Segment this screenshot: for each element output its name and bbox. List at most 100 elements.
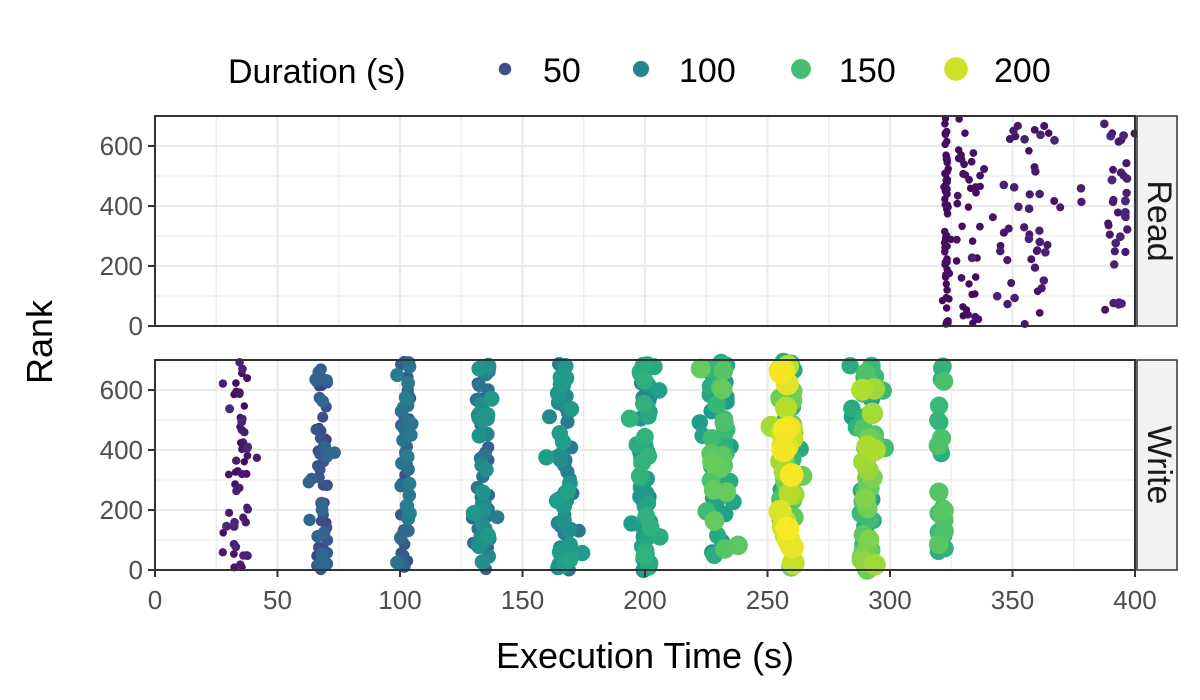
data-point [858, 529, 880, 550]
facet-strip [1136, 359, 1178, 571]
data-point [402, 476, 417, 491]
data-point [1076, 184, 1086, 193]
data-point [941, 248, 949, 256]
data-point [1122, 159, 1131, 168]
data-point [953, 191, 962, 200]
data-point [1004, 224, 1013, 233]
legend-label: 200 [994, 52, 1051, 90]
data-point [639, 494, 657, 512]
data-point [1024, 204, 1034, 213]
y-tick-label: 200 [100, 495, 143, 525]
data-point [235, 388, 244, 397]
data-point [548, 492, 566, 509]
data-point [313, 556, 327, 570]
data-point [219, 529, 227, 537]
data-point [475, 484, 491, 501]
points-read [938, 114, 1139, 328]
data-point [471, 538, 487, 555]
panel-read: Read 0 200 400 600 [100, 114, 1178, 341]
data-point [941, 120, 949, 128]
data-point [1105, 230, 1114, 239]
data-point [864, 439, 886, 461]
data-point [1009, 126, 1018, 135]
data-point [1106, 131, 1116, 141]
data-point [237, 470, 247, 479]
data-point [303, 513, 316, 527]
facet-label: Write [1140, 426, 1178, 505]
legend-key [791, 59, 811, 79]
data-point [635, 371, 654, 390]
x-tick-label: 350 [991, 585, 1034, 615]
panel-write: Write 0 200 400 600 [100, 352, 1178, 585]
data-point [780, 535, 804, 559]
data-point [243, 505, 253, 514]
data-point [620, 409, 639, 428]
data-point [561, 551, 579, 569]
data-point [1120, 196, 1130, 206]
data-point [401, 415, 415, 429]
data-point [1037, 284, 1046, 293]
data-point [243, 551, 252, 560]
data-point [943, 286, 951, 294]
data-point [988, 213, 997, 222]
data-point [1040, 122, 1049, 130]
data-point [1122, 174, 1132, 183]
data-point [237, 425, 246, 435]
data-point [557, 369, 575, 387]
data-point [471, 360, 488, 377]
data-point [243, 442, 253, 452]
data-point [1020, 135, 1029, 144]
legend-key [498, 62, 512, 76]
data-point [634, 356, 653, 375]
data-point [1044, 129, 1053, 137]
data-point [311, 530, 324, 543]
data-point [707, 395, 726, 414]
data-point [243, 374, 252, 383]
data-point [943, 156, 951, 165]
data-point [1024, 234, 1034, 244]
data-point [855, 363, 876, 383]
data-point [224, 470, 233, 479]
data-point [1031, 167, 1040, 176]
facet-label: Read [1140, 180, 1178, 261]
y-axis-title: Rank [19, 299, 60, 384]
data-point [992, 291, 1002, 301]
legend-label: 100 [679, 52, 736, 90]
data-point [1035, 189, 1044, 199]
data-point [222, 521, 231, 531]
data-point [635, 546, 654, 565]
data-point [490, 510, 505, 525]
data-point [1100, 119, 1109, 129]
data-point [941, 140, 949, 149]
data-point [943, 210, 952, 218]
legend-title: Duration (s) [228, 53, 406, 91]
data-point [1116, 168, 1126, 177]
data-point [1003, 256, 1012, 265]
data-point [401, 376, 415, 390]
data-point [934, 500, 954, 521]
data-point [965, 280, 973, 288]
data-point [403, 428, 418, 442]
data-point [772, 418, 797, 442]
data-point [1027, 255, 1036, 264]
data-point [1025, 147, 1033, 155]
data-point [928, 436, 948, 456]
legend-key [632, 60, 650, 78]
data-point [328, 446, 341, 460]
data-point [1033, 246, 1042, 255]
data-point [728, 535, 748, 556]
x-tick-label: 100 [378, 585, 421, 615]
data-point [968, 237, 977, 245]
data-point [633, 453, 652, 472]
data-point [716, 482, 737, 503]
y-tick-label: 400 [100, 435, 143, 465]
data-point [1035, 309, 1044, 317]
data-point [399, 391, 415, 407]
data-point [238, 364, 247, 374]
data-point [996, 247, 1005, 256]
x-axis-title: Execution Time (s) [496, 635, 794, 676]
data-point [1019, 223, 1029, 232]
x-tick-label: 0 [148, 585, 162, 615]
data-point [854, 488, 876, 510]
data-point [318, 440, 332, 454]
